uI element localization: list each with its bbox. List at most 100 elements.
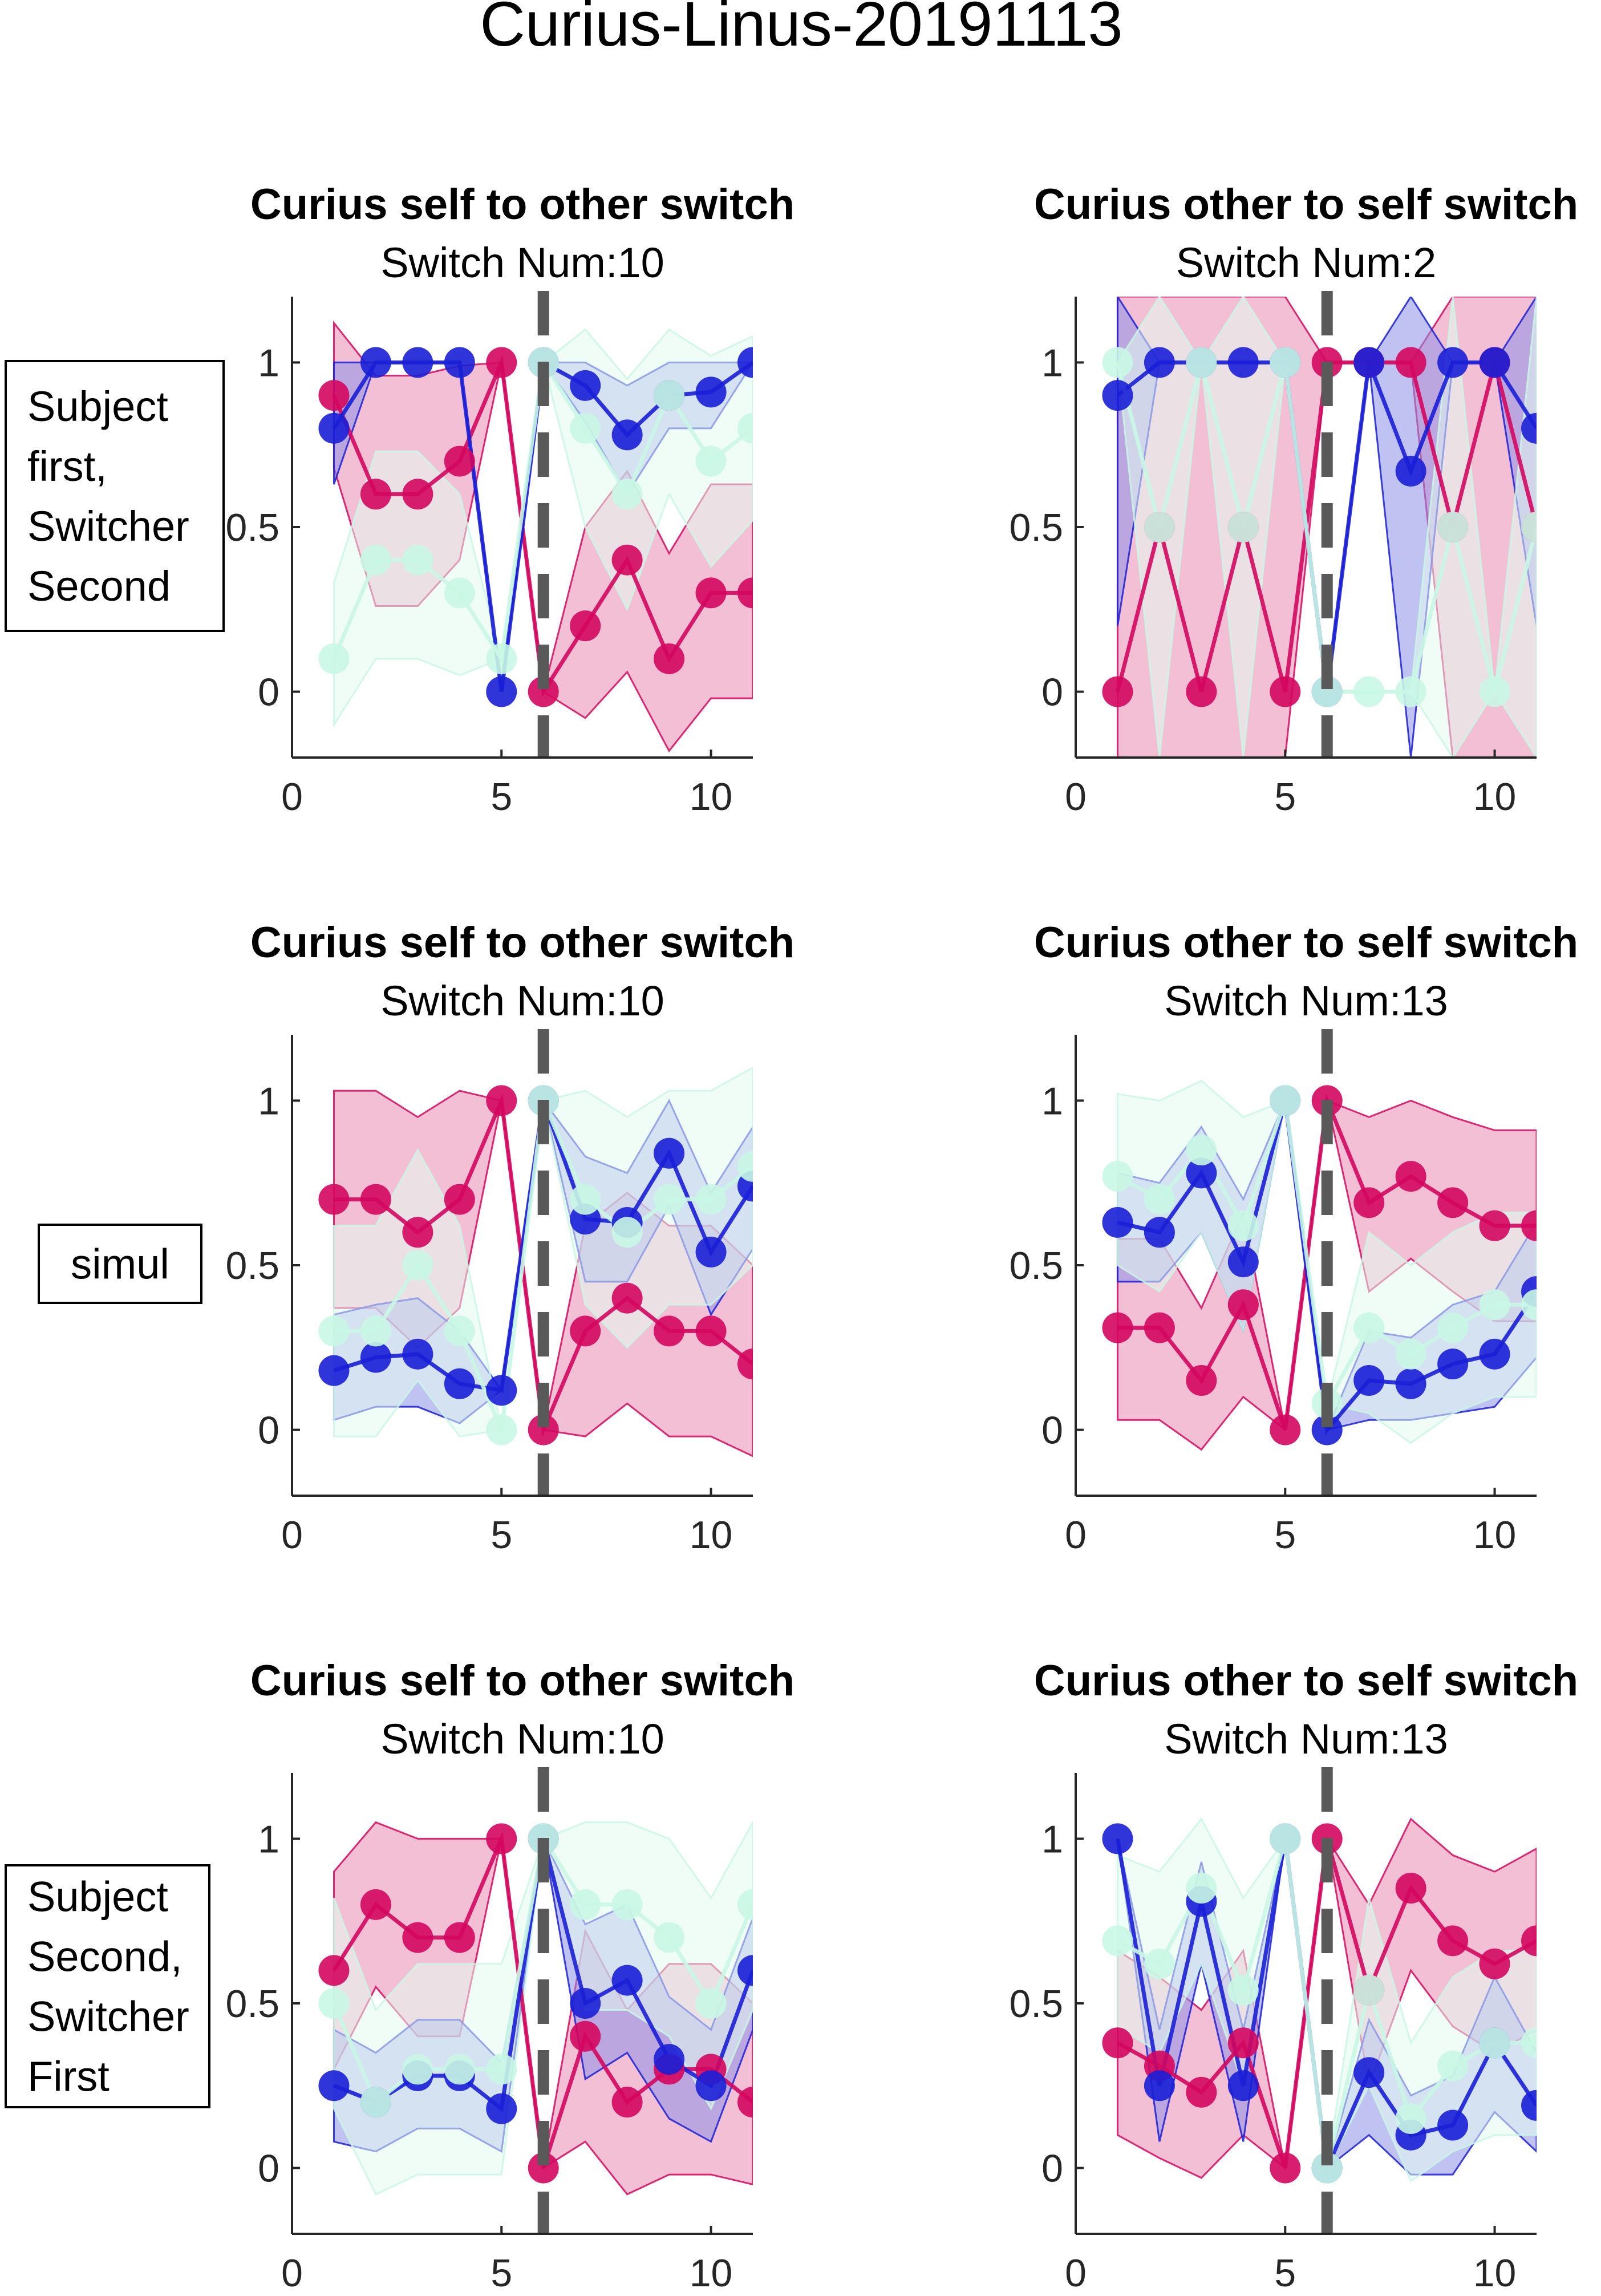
data-point-blue <box>1437 347 1469 378</box>
data-point-blue <box>611 419 643 451</box>
chart-panel-2: Curius other to self switch Switch Num:2 0… <box>1009 180 1578 819</box>
plot-area <box>318 1067 753 1457</box>
x-tick-label: 0 <box>281 2252 303 2295</box>
data-point-blue <box>1311 1414 1343 1445</box>
x-tick-label: 5 <box>1274 1513 1296 1557</box>
data-point-blue <box>611 1965 643 1996</box>
chart-panel-4: Curius other to self switch Switch Num:13… <box>1009 918 1578 1557</box>
row-label-line: Second <box>27 562 171 610</box>
chart-panel-1: Curius self to other switch Switch Num:10… <box>225 180 795 819</box>
data-point-mint <box>1311 676 1343 707</box>
series-band-magenta <box>1116 1817 1537 2179</box>
data-point-magenta <box>654 643 685 674</box>
data-point-mint <box>1437 2050 1469 2082</box>
data-point-mint <box>1521 1289 1537 1321</box>
data-point-blue <box>1437 1349 1469 1380</box>
y-tick-label: 0.5 <box>225 1244 279 1287</box>
x-tick-label: 10 <box>1473 775 1517 819</box>
data-point-mint <box>737 1151 753 1182</box>
row-label-line: Switcher <box>27 503 189 550</box>
row-label-frame <box>5 360 225 632</box>
figure-title: Curius-Linus-20191113 <box>480 0 1122 59</box>
data-point-magenta <box>1227 2027 1259 2059</box>
data-point-mint <box>402 1250 433 1281</box>
data-point-magenta <box>360 1889 391 1920</box>
data-point-mint <box>611 1217 643 1248</box>
data-point-magenta <box>737 1349 753 1380</box>
panel-title: Curius self to other switch <box>250 918 795 967</box>
y-tick-label: 0 <box>258 1409 279 1452</box>
panel-title: Curius other to self switch <box>1034 180 1578 229</box>
data-point-magenta <box>528 676 559 707</box>
data-point-mint <box>1479 676 1510 707</box>
data-point-magenta <box>318 1184 350 1215</box>
row-label-frame <box>38 1224 202 1304</box>
data-point-blue <box>318 2070 350 2101</box>
data-point-blue <box>1395 1368 1426 1399</box>
data-point-mint <box>1144 1948 1175 1979</box>
data-point-mint <box>1227 1210 1259 1241</box>
chart-panel-6: Curius other to self switch Switch Num:13… <box>1009 1657 1578 2295</box>
x-tick-label: 0 <box>1065 1513 1087 1557</box>
row-label-line: First <box>27 2053 110 2100</box>
data-point-magenta <box>444 1184 475 1215</box>
data-point-blue <box>1227 2070 1259 2101</box>
panel-title: Curius other to self switch <box>1034 1657 1578 1705</box>
y-tick-label: 1 <box>258 1817 279 1861</box>
data-point-mint <box>1102 1161 1133 1192</box>
series-band-mint <box>1116 297 1537 758</box>
x-tick-label: 0 <box>281 1513 303 1557</box>
data-point-magenta <box>486 1085 517 1116</box>
data-point-blue <box>486 1375 517 1406</box>
x-tick-label: 10 <box>690 1513 733 1557</box>
y-tick-label: 0 <box>1041 671 1063 714</box>
panel-title: Curius self to other switch <box>250 1657 795 1705</box>
data-point-blue <box>1186 1157 1217 1189</box>
data-point-mint <box>1227 512 1259 542</box>
data-point-magenta <box>444 1922 475 1953</box>
y-tick-label: 0 <box>258 2147 279 2190</box>
panel-subtitle: Switch Num:10 <box>380 977 664 1025</box>
data-point-blue <box>1353 2057 1385 2088</box>
data-point-blue <box>1227 1246 1259 1278</box>
data-point-magenta <box>1437 1925 1469 1957</box>
row-label-box-1: Subject first, Switcher Second <box>5 360 225 632</box>
data-point-mint <box>1437 1312 1469 1343</box>
data-point-blue <box>486 2093 517 2124</box>
data-point-magenta <box>1186 676 1217 707</box>
data-point-blue <box>444 1368 475 1399</box>
data-point-magenta <box>695 577 727 609</box>
data-point-magenta <box>486 347 517 378</box>
row-label-line: Second, <box>27 1933 183 1981</box>
plot-area <box>318 1820 753 2196</box>
series-band-mint <box>333 328 753 728</box>
data-point-magenta <box>360 479 391 510</box>
row-label-frame <box>5 1864 210 2108</box>
data-point-magenta <box>1353 1187 1385 1218</box>
plot-area <box>1102 1080 1537 1451</box>
data-point-magenta <box>528 1414 559 1445</box>
data-point-magenta <box>611 544 643 576</box>
x-tick-label: 5 <box>491 775 512 819</box>
data-point-mint <box>1353 1974 1385 2006</box>
data-point-mint <box>1437 512 1469 542</box>
data-point-mint <box>611 479 643 510</box>
data-point-blue <box>1353 347 1385 378</box>
data-point-mint <box>1186 1135 1217 1165</box>
data-point-mint <box>654 380 685 411</box>
data-point-mint <box>695 1184 727 1215</box>
data-point-mint <box>737 1889 753 1920</box>
data-point-mint <box>318 1315 350 1347</box>
data-point-magenta <box>611 1282 643 1314</box>
y-tick-label: 1 <box>258 341 279 384</box>
panel-subtitle: Switch Num:13 <box>1164 1715 1448 1763</box>
data-point-mint <box>1395 676 1426 707</box>
data-point-mint <box>654 1184 685 1215</box>
data-point-mint <box>444 577 475 609</box>
data-point-mint <box>360 2087 391 2118</box>
data-point-blue <box>1395 455 1426 487</box>
panel-subtitle: Switch Num:10 <box>380 239 664 286</box>
chart-panel-5: Curius self to other switch Switch Num:10… <box>225 1657 795 2295</box>
series-band-mint <box>333 1820 753 2196</box>
